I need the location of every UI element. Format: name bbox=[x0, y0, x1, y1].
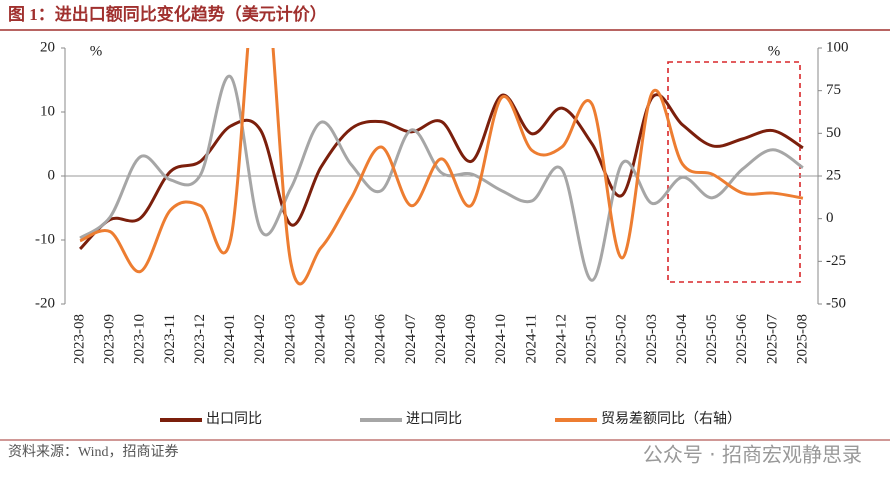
y-unit: % bbox=[90, 43, 103, 59]
x-tick-label: 2024-12 bbox=[553, 314, 569, 364]
x-tick-label: 2024-11 bbox=[523, 314, 539, 363]
y-tick-label: -20 bbox=[35, 295, 55, 311]
y-tick-label: 20 bbox=[40, 39, 55, 55]
x-tick-label: 2024-07 bbox=[403, 314, 419, 364]
y2-tick-label: -50 bbox=[826, 295, 846, 311]
x-tick-label: 2025-08 bbox=[794, 314, 810, 364]
legend-label: 进口同比 bbox=[406, 411, 462, 427]
legend-label: 贸易差额同比（右轴） bbox=[601, 411, 741, 427]
x-tick-label: 2024-04 bbox=[312, 314, 328, 364]
x-tick-label: 2025-04 bbox=[674, 314, 690, 364]
x-tick-label: 2025-05 bbox=[704, 314, 720, 364]
y-tick-label: -10 bbox=[35, 231, 55, 247]
y2-tick-label: 100 bbox=[826, 39, 849, 55]
x-tick-label: 2023-10 bbox=[132, 314, 148, 364]
x-tick-label: 2025-07 bbox=[764, 314, 780, 364]
x-tick-label: 2024-01 bbox=[222, 314, 238, 364]
x-tick-label: 2024-05 bbox=[343, 314, 359, 364]
x-tick-label: 2024-09 bbox=[463, 314, 479, 364]
y2-tick-label: 25 bbox=[826, 167, 841, 183]
x-tick-label: 2025-02 bbox=[614, 314, 630, 364]
chart-title: 图 1：进出口额同比变化趋势（美元计价） bbox=[8, 4, 327, 24]
x-tick-label: 2025-03 bbox=[644, 314, 660, 364]
series-line bbox=[79, 48, 804, 286]
y-tick-label: 10 bbox=[40, 103, 55, 119]
x-tick-label: 2024-02 bbox=[252, 314, 268, 364]
x-tick-label: 2025-06 bbox=[734, 314, 750, 364]
y2-unit: % bbox=[768, 43, 781, 59]
y2-tick-label: 0 bbox=[826, 210, 834, 226]
plot bbox=[78, 48, 804, 286]
highlight-box bbox=[667, 61, 801, 283]
x-tick-label: 2025-01 bbox=[584, 314, 600, 364]
x-tick-label: 2024-03 bbox=[282, 314, 298, 364]
x-tick-label: 2024-10 bbox=[493, 314, 509, 364]
source: 资料来源：Wind，招商证券 bbox=[8, 444, 179, 460]
legend-label: 出口同比 bbox=[206, 411, 262, 427]
y2-tick-label: 50 bbox=[826, 125, 841, 141]
x-tick-label: 2024-06 bbox=[373, 314, 389, 364]
y2-tick-label: -25 bbox=[826, 253, 846, 269]
x-tick-label: 2023-12 bbox=[192, 314, 208, 364]
x-tick-label: 2023-08 bbox=[71, 314, 87, 364]
series-line bbox=[78, 93, 804, 251]
series-line bbox=[79, 74, 804, 282]
x-tick-label: 2023-09 bbox=[102, 314, 118, 364]
x-tick-label: 2023-11 bbox=[162, 314, 178, 363]
y-tick-label: 0 bbox=[48, 167, 56, 183]
x-tick-label: 2024-08 bbox=[433, 314, 449, 364]
y2-tick-label: 75 bbox=[826, 82, 841, 98]
watermark: 公众号 · 招商宏观静思录 bbox=[643, 443, 862, 467]
